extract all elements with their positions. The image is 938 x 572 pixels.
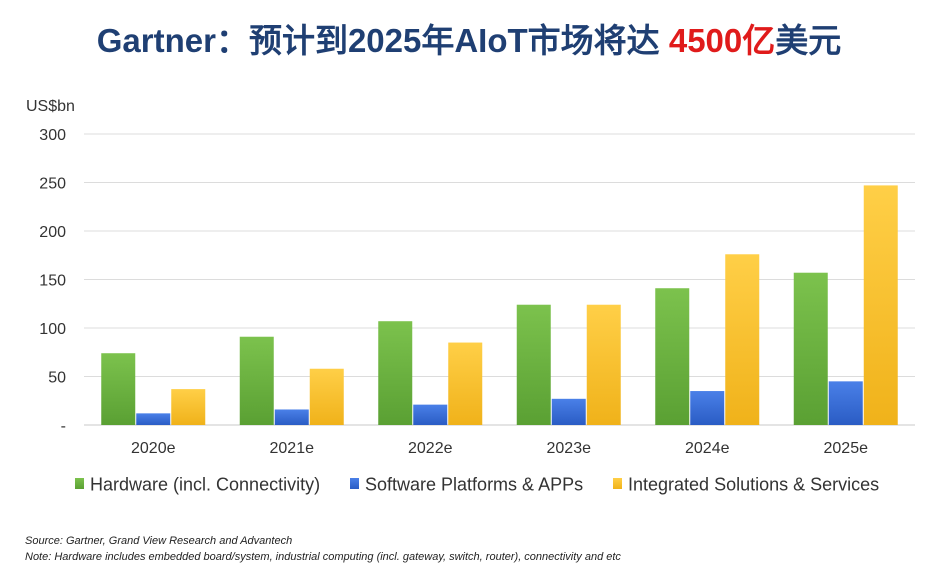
bar-2022e-series-2 bbox=[448, 342, 483, 425]
x-tick-label: 2024e bbox=[685, 440, 730, 457]
x-tick-label: 2020e bbox=[131, 440, 176, 457]
bar-2020e-series-2 bbox=[171, 389, 206, 425]
title-prefix: Gartner：预计到2025年AIoT市场将达 bbox=[96, 22, 669, 59]
legend-swatch bbox=[350, 478, 359, 489]
x-tick-label: 2025e bbox=[824, 440, 869, 457]
legend: Hardware (incl. Connectivity) Software Pl… bbox=[75, 475, 879, 495]
bars bbox=[101, 185, 898, 425]
legend-label: Hardware (incl. Connectivity) bbox=[90, 475, 320, 495]
bar-2024e-series-0 bbox=[655, 288, 690, 425]
bar-2020e-series-1 bbox=[136, 413, 171, 425]
y-tick-labels: - 50 100 150 200 250 300 bbox=[39, 127, 66, 435]
bar-2021e-series-2 bbox=[309, 368, 344, 425]
y-tick-label: 50 bbox=[48, 370, 66, 387]
bar-2024e-series-1 bbox=[690, 391, 725, 425]
y-tick-label: 250 bbox=[39, 176, 66, 193]
y-tick-label: 200 bbox=[39, 224, 66, 241]
y-tick-label: 100 bbox=[39, 321, 66, 338]
bar-2023e-series-1 bbox=[551, 398, 586, 425]
bar-2024e-series-2 bbox=[725, 254, 760, 425]
bar-2025e-series-0 bbox=[793, 272, 828, 425]
y-tick-label: 150 bbox=[39, 273, 66, 290]
footnote: Note: Hardware includes embedded board/s… bbox=[25, 551, 621, 563]
bar-2022e-series-0 bbox=[378, 321, 413, 425]
bar-2020e-series-0 bbox=[101, 353, 136, 425]
gridlines bbox=[84, 133, 915, 426]
legend-swatch bbox=[75, 478, 84, 489]
title-suffix: 美元 bbox=[775, 22, 842, 59]
bar-2025e-series-2 bbox=[863, 185, 898, 425]
x-tick-label: 2021e bbox=[270, 440, 315, 457]
legend-label: Integrated Solutions & Services bbox=[628, 475, 879, 495]
x-tick-label: 2023e bbox=[547, 440, 592, 457]
legend-swatch bbox=[613, 478, 622, 489]
bar-2025e-series-1 bbox=[828, 381, 863, 425]
legend-label: Software Platforms & APPs bbox=[365, 475, 583, 495]
bar-2023e-series-0 bbox=[516, 304, 551, 425]
x-tick-label: 2022e bbox=[408, 440, 453, 457]
x-tick-labels: 2020e 2021e 2022e 2023e 2024e 2025e bbox=[131, 440, 868, 457]
page-title: Gartner：预计到2025年AIoT市场将达 4500亿美元 bbox=[0, 14, 938, 62]
title-highlight: 4500亿 bbox=[668, 22, 776, 59]
y-tick-label: - bbox=[61, 418, 66, 435]
bar-2021e-series-1 bbox=[274, 409, 309, 425]
y-tick-label: 300 bbox=[39, 127, 66, 144]
source-note: Source: Gartner, Grand View Research and… bbox=[25, 535, 293, 547]
bar-2022e-series-1 bbox=[413, 404, 448, 425]
bar-2021e-series-0 bbox=[239, 336, 274, 425]
bar-2023e-series-2 bbox=[586, 304, 621, 425]
y-axis-label: US$bn bbox=[26, 98, 75, 115]
